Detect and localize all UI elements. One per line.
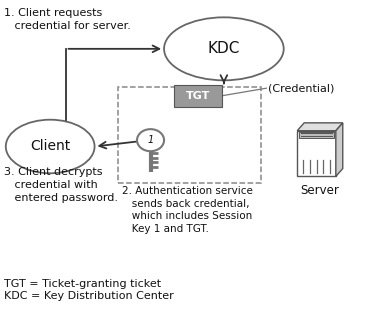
Polygon shape bbox=[336, 123, 343, 176]
Bar bbox=[118, 87, 261, 183]
Bar bbox=[297, 131, 336, 176]
Text: 2. Authentication service
   sends back credential,
   which includes Session
  : 2. Authentication service sends back cre… bbox=[122, 186, 252, 234]
Text: Client: Client bbox=[30, 140, 70, 153]
Text: TGT = Ticket-granting ticket: TGT = Ticket-granting ticket bbox=[4, 279, 161, 289]
Circle shape bbox=[137, 129, 164, 151]
Ellipse shape bbox=[164, 17, 284, 80]
Text: 1: 1 bbox=[147, 135, 154, 145]
Ellipse shape bbox=[6, 120, 95, 173]
Bar bbox=[299, 132, 334, 138]
Polygon shape bbox=[297, 123, 343, 131]
Text: KDC = Key Distribution Center: KDC = Key Distribution Center bbox=[4, 291, 174, 301]
Text: KDC: KDC bbox=[208, 41, 240, 56]
Text: 1. Client requests
   credential for server.: 1. Client requests credential for server… bbox=[4, 8, 131, 31]
Text: 3. Client decrypts
   credential with
   entered password.: 3. Client decrypts credential with enter… bbox=[4, 167, 118, 203]
Text: Server: Server bbox=[301, 184, 339, 197]
Text: (Credential): (Credential) bbox=[268, 83, 335, 93]
Text: TGT: TGT bbox=[186, 91, 210, 101]
FancyBboxPatch shape bbox=[174, 85, 222, 107]
